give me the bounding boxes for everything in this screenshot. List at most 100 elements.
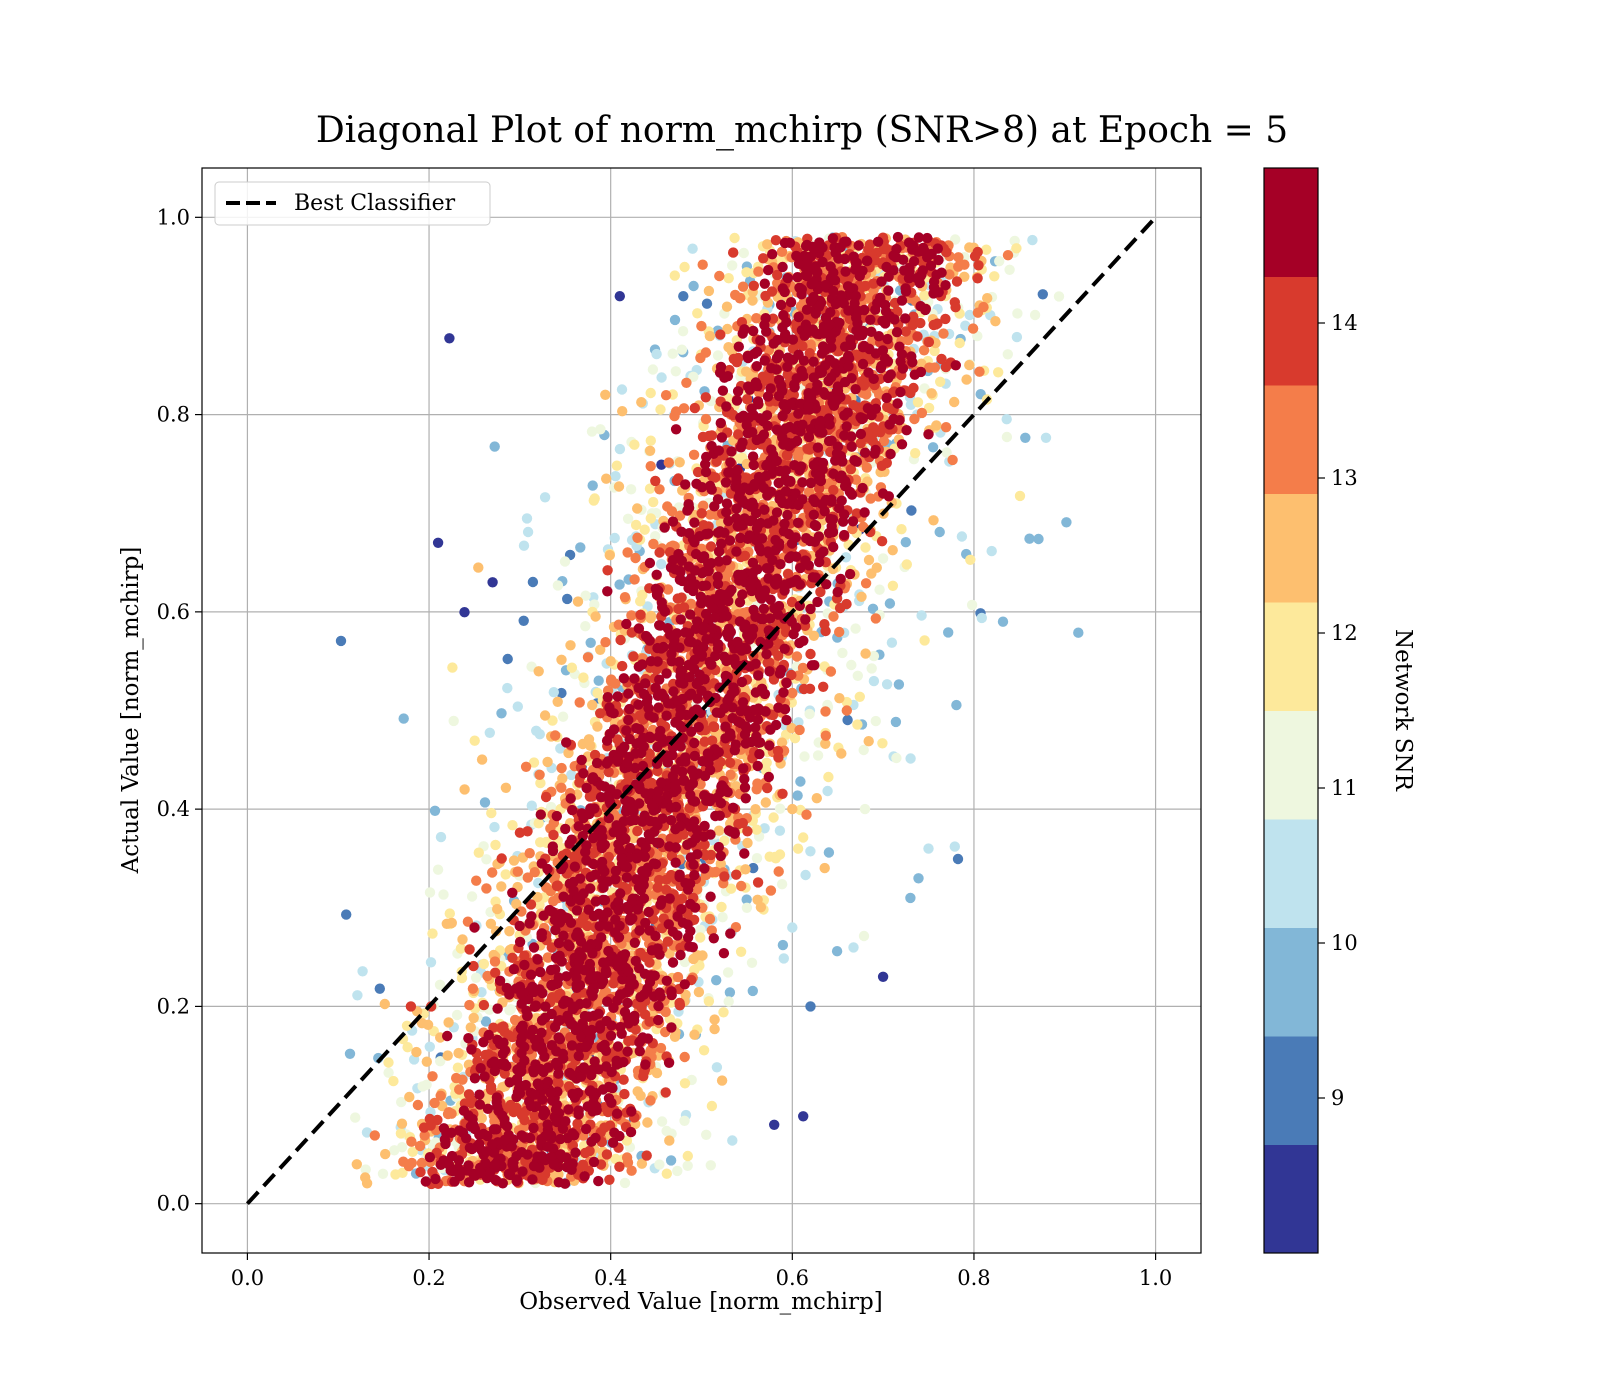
data-point bbox=[580, 1147, 591, 1159]
data-point bbox=[695, 352, 706, 364]
data-point bbox=[1027, 234, 1038, 246]
data-point bbox=[723, 996, 734, 1007]
data-point bbox=[451, 1009, 463, 1021]
data-point bbox=[485, 918, 497, 929]
data-point bbox=[580, 590, 591, 601]
data-point bbox=[758, 253, 769, 264]
data-point bbox=[901, 559, 912, 570]
data-point bbox=[533, 818, 544, 829]
data-point bbox=[629, 574, 640, 585]
data-point bbox=[438, 889, 449, 900]
data-point bbox=[868, 650, 880, 662]
data-point bbox=[787, 922, 798, 933]
data-point bbox=[644, 483, 656, 494]
data-point bbox=[645, 513, 656, 524]
data-point bbox=[534, 899, 545, 911]
data-point bbox=[432, 537, 444, 548]
data-point bbox=[935, 376, 946, 387]
data-point bbox=[487, 867, 498, 878]
data-point bbox=[553, 1078, 564, 1089]
data-point bbox=[611, 460, 623, 471]
data-point bbox=[705, 1160, 716, 1171]
data-point bbox=[1014, 490, 1026, 502]
data-point bbox=[661, 1125, 672, 1137]
data-point bbox=[618, 1074, 629, 1085]
data-point bbox=[361, 1127, 373, 1138]
data-point bbox=[848, 400, 859, 411]
data-point bbox=[961, 374, 972, 385]
data-point bbox=[664, 1135, 675, 1146]
data-point bbox=[877, 971, 889, 982]
data-point bbox=[913, 873, 924, 884]
data-point bbox=[815, 586, 826, 598]
data-point bbox=[731, 869, 742, 880]
data-point bbox=[520, 761, 532, 772]
data-point bbox=[759, 823, 770, 834]
data-point bbox=[1002, 349, 1013, 360]
data-point bbox=[679, 1115, 690, 1127]
data-point bbox=[712, 350, 724, 361]
data-point bbox=[435, 831, 447, 843]
data-point bbox=[725, 883, 737, 894]
data-point bbox=[748, 862, 759, 874]
data-point bbox=[773, 866, 784, 877]
data-point bbox=[539, 492, 551, 503]
data-point bbox=[687, 243, 698, 254]
data-point bbox=[514, 827, 526, 838]
data-point bbox=[502, 653, 513, 665]
data-point bbox=[617, 660, 628, 672]
data-point bbox=[481, 883, 492, 894]
data-point bbox=[774, 825, 786, 836]
data-point bbox=[742, 837, 753, 849]
data-point bbox=[377, 1168, 389, 1180]
data-point bbox=[703, 285, 715, 297]
data-point bbox=[805, 648, 816, 660]
data-point bbox=[798, 832, 809, 843]
data-point bbox=[1001, 414, 1012, 425]
data-point bbox=[792, 790, 803, 801]
data-point bbox=[893, 679, 905, 690]
data-point bbox=[632, 532, 643, 543]
data-point bbox=[464, 999, 475, 1011]
data-point bbox=[973, 260, 984, 271]
data-point bbox=[466, 891, 478, 902]
data-point bbox=[590, 611, 601, 622]
data-point bbox=[990, 316, 1001, 327]
data-point bbox=[522, 872, 533, 883]
data-point bbox=[823, 847, 835, 858]
data-point bbox=[812, 750, 824, 761]
data-point bbox=[335, 635, 347, 647]
data-point bbox=[676, 893, 688, 904]
data-point bbox=[956, 531, 968, 542]
data-point bbox=[645, 1095, 656, 1106]
data-point bbox=[526, 800, 537, 811]
data-point bbox=[556, 654, 567, 665]
data-point bbox=[552, 696, 563, 707]
data-point bbox=[645, 387, 656, 399]
data-point bbox=[629, 439, 640, 450]
data-point bbox=[994, 256, 1005, 267]
data-point bbox=[715, 329, 726, 340]
data-point bbox=[697, 431, 709, 443]
data-point bbox=[919, 290, 930, 301]
data-point bbox=[541, 882, 552, 893]
data-point bbox=[559, 556, 571, 567]
data-point bbox=[845, 464, 857, 475]
data-point bbox=[1073, 627, 1084, 638]
data-point bbox=[608, 978, 619, 989]
data-point bbox=[695, 932, 706, 943]
data-point bbox=[669, 270, 680, 281]
data-point bbox=[628, 651, 639, 662]
data-point bbox=[753, 266, 764, 277]
data-point bbox=[531, 725, 542, 736]
data-point bbox=[459, 784, 470, 795]
data-point bbox=[593, 675, 604, 686]
data-point bbox=[989, 271, 1000, 282]
data-point bbox=[652, 882, 663, 893]
data-point bbox=[677, 326, 689, 337]
data-point bbox=[978, 301, 989, 313]
data-point bbox=[760, 797, 771, 808]
data-point bbox=[887, 580, 899, 591]
data-point bbox=[774, 803, 786, 814]
data-point bbox=[834, 626, 845, 638]
